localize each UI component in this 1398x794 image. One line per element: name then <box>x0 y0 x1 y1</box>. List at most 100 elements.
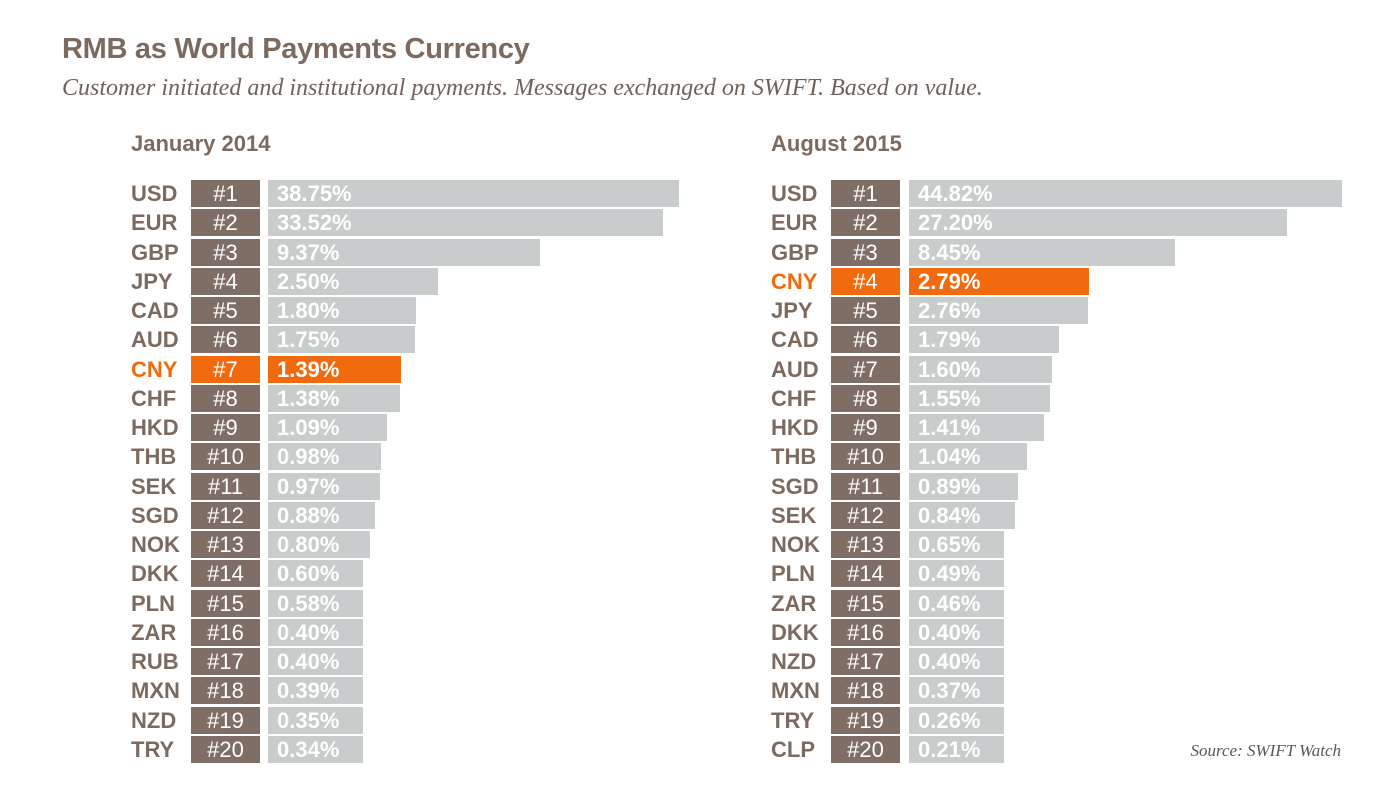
currency-code-label: CHF <box>771 386 817 411</box>
value-label: 33.52% <box>277 210 352 235</box>
value-bar <box>268 239 540 266</box>
value-bar <box>268 326 415 353</box>
value-bar <box>268 531 370 558</box>
currency-code-label: ZAR <box>771 591 817 616</box>
value-bar <box>909 677 1004 704</box>
value-label: 1.79% <box>918 327 981 352</box>
bar-row-try: TRY #20 0.34% <box>0 736 1398 763</box>
value-label: 2.50% <box>277 269 340 294</box>
rank-badge: #3 <box>191 239 260 266</box>
value-bar <box>268 209 663 236</box>
value-bar <box>909 385 1050 412</box>
rank-badge: #9 <box>191 414 260 441</box>
currency-code-label: CAD <box>771 327 819 352</box>
currency-code-label: DKK <box>131 561 179 586</box>
rank-badge: #7 <box>831 356 900 383</box>
currency-code-label: GBP <box>771 240 819 265</box>
bar-row-jpy: JPY #4 2.50% <box>0 268 1398 295</box>
value-bar <box>268 648 363 675</box>
chart-title: RMB as World Payments Currency <box>62 33 530 65</box>
value-label: 0.40% <box>277 620 340 645</box>
rank-badge: #4 <box>191 268 260 295</box>
value-bar <box>909 590 1004 617</box>
value-bar <box>268 297 416 324</box>
value-bar <box>909 209 1287 236</box>
rank-badge: #5 <box>191 297 260 324</box>
rank-badge: #20 <box>191 736 260 763</box>
rank-badge: #13 <box>831 531 900 558</box>
currency-code-label: SEK <box>131 474 177 499</box>
currency-code-label: CNY <box>771 269 818 294</box>
rank-badge: #19 <box>191 707 260 734</box>
bar-row-nok: NOK #13 0.65% <box>0 531 1398 558</box>
rank-badge: #6 <box>831 326 900 353</box>
currency-code-label: CHF <box>131 386 177 411</box>
value-label: 0.97% <box>277 474 340 499</box>
rank-badge: #3 <box>831 239 900 266</box>
bar-row-clp: CLP #20 0.21% <box>0 736 1398 763</box>
rank-badge: #17 <box>191 648 260 675</box>
rank-badge: #14 <box>191 560 260 587</box>
bar-row-nok: NOK #13 0.80% <box>0 531 1398 558</box>
value-bar <box>268 502 375 529</box>
currency-code-label: JPY <box>771 298 813 323</box>
value-label: 0.35% <box>277 708 340 733</box>
currency-code-label: GBP <box>131 240 179 265</box>
rank-badge: #18 <box>191 677 260 704</box>
bar-row-pln: PLN #14 0.49% <box>0 560 1398 587</box>
currency-code-label: AUD <box>771 357 819 382</box>
rank-badge: #10 <box>191 443 260 470</box>
value-bar <box>909 268 1089 295</box>
value-bar <box>909 414 1044 441</box>
rank-badge: #1 <box>191 180 260 207</box>
value-bar <box>909 443 1027 470</box>
bar-row-nzd: NZD #19 0.35% <box>0 707 1398 734</box>
rank-badge: #1 <box>831 180 900 207</box>
bar-row-thb: THB #10 1.04% <box>0 443 1398 470</box>
value-label: 1.75% <box>277 327 340 352</box>
bar-row-aud: AUD #6 1.75% <box>0 326 1398 353</box>
bar-row-cad: CAD #6 1.79% <box>0 326 1398 353</box>
bar-row-sek: SEK #11 0.97% <box>0 473 1398 500</box>
rank-badge: #2 <box>831 209 900 236</box>
rank-badge: #14 <box>831 560 900 587</box>
value-label: 0.89% <box>918 474 981 499</box>
bar-row-cad: CAD #5 1.80% <box>0 297 1398 324</box>
value-label: 9.37% <box>277 240 340 265</box>
rank-badge: #15 <box>191 590 260 617</box>
currency-code-label: TRY <box>131 737 175 762</box>
bar-row-chf: CHF #8 1.38% <box>0 385 1398 412</box>
bar-row-sgd: SGD #12 0.88% <box>0 502 1398 529</box>
rank-badge: #13 <box>191 531 260 558</box>
value-bar <box>268 414 387 441</box>
bar-row-mxn: MXN #18 0.37% <box>0 677 1398 704</box>
bar-row-gbp: GBP #3 9.37% <box>0 239 1398 266</box>
bar-row-pln: PLN #15 0.58% <box>0 590 1398 617</box>
value-label: 0.49% <box>918 561 981 586</box>
bar-row-cny: CNY #7 1.39% <box>0 356 1398 383</box>
value-label: 0.65% <box>918 532 981 557</box>
rank-badge: #16 <box>831 619 900 646</box>
bar-row-cny: CNY #4 2.79% <box>0 268 1398 295</box>
currency-code-label: CAD <box>131 298 179 323</box>
rank-badge: #5 <box>831 297 900 324</box>
bar-row-hkd: HKD #9 1.41% <box>0 414 1398 441</box>
bar-row-dkk: DKK #14 0.60% <box>0 560 1398 587</box>
value-label: 0.80% <box>277 532 340 557</box>
value-bar <box>909 356 1052 383</box>
bar-row-sek: SEK #12 0.84% <box>0 502 1398 529</box>
currency-code-label: DKK <box>771 620 819 645</box>
bar-row-gbp: GBP #3 8.45% <box>0 239 1398 266</box>
value-label: 0.46% <box>918 591 981 616</box>
currency-code-label: NOK <box>131 532 180 557</box>
value-label: 1.04% <box>918 444 981 469</box>
panel-title-jan-2014: January 2014 <box>131 131 271 156</box>
value-label: 0.98% <box>277 444 340 469</box>
currency-code-label: PLN <box>131 591 175 616</box>
value-label: 27.20% <box>918 210 993 235</box>
value-label: 8.45% <box>918 240 981 265</box>
chart-subtitle: Customer initiated and institutional pay… <box>62 75 983 101</box>
rank-badge: #19 <box>831 707 900 734</box>
value-bar <box>909 297 1088 324</box>
value-bar <box>268 619 363 646</box>
